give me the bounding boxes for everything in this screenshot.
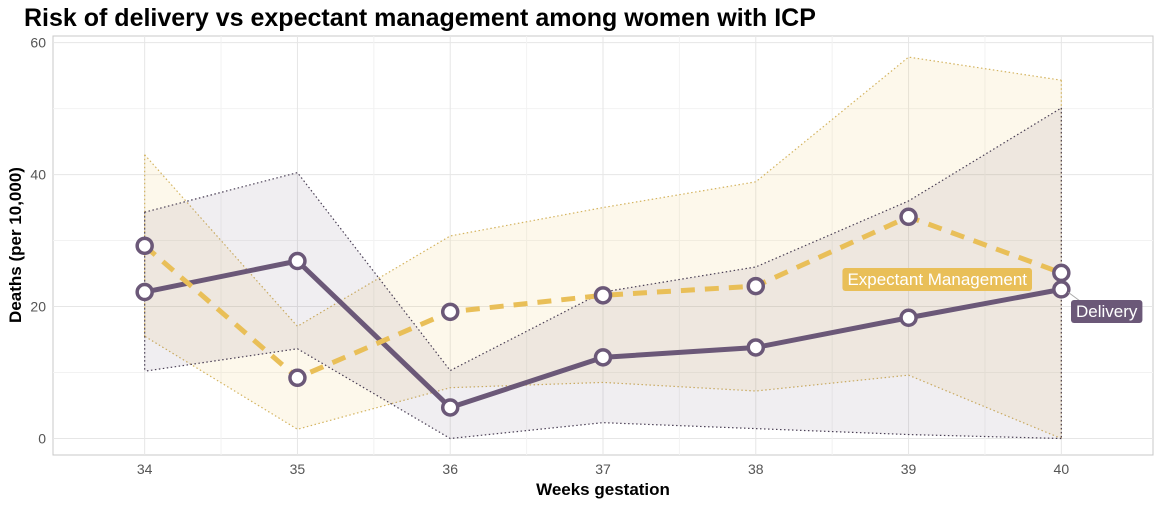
y-tick-label: 0 xyxy=(38,431,46,447)
y-tick-label: 20 xyxy=(30,299,46,315)
delivery-upper-bound xyxy=(144,107,1062,372)
delivery-point xyxy=(135,282,154,302)
expectant-management-point xyxy=(593,286,613,305)
expectant-management-point xyxy=(899,207,918,227)
delivery-point xyxy=(440,398,460,417)
expectant-management-label: Expectant Management xyxy=(842,268,1032,291)
delivery-point xyxy=(746,338,766,357)
series-labels: Expectant Management Delivery xyxy=(842,268,1143,323)
expectant-management-ci-band xyxy=(144,57,1062,439)
delivery-point xyxy=(899,308,918,328)
delivery-label-box xyxy=(1071,300,1143,323)
x-tick-label: 38 xyxy=(748,461,764,477)
delivery-point xyxy=(593,348,613,367)
chart-title: Risk of delivery vs expectant management… xyxy=(24,4,816,32)
x-tick-label: 36 xyxy=(442,461,458,477)
x-tick-label: 35 xyxy=(290,461,306,477)
delivery-label: Delivery xyxy=(1068,291,1143,323)
delivery-label-leader xyxy=(1068,291,1081,302)
tick-labels: 0 20 40 60 34 35 36 37 38 39 40 xyxy=(30,35,1069,477)
y-axis-title: Deaths (per 10,000) xyxy=(6,167,25,323)
x-tick-label: 34 xyxy=(137,461,153,477)
x-tick-label: 40 xyxy=(1054,461,1070,477)
delivery-ci-band xyxy=(144,107,1062,439)
delivery-lower-bound xyxy=(144,348,1062,440)
delivery-label-text: Delivery xyxy=(1076,302,1138,321)
delivery-point xyxy=(288,251,307,271)
delivery-point xyxy=(1052,280,1071,299)
y-tick-label: 40 xyxy=(30,167,46,183)
x-tick-label: 39 xyxy=(901,461,917,477)
expectant-management-point xyxy=(288,368,307,388)
expectant-management-point xyxy=(440,302,460,322)
expectant-management-lower-bound xyxy=(144,335,1062,440)
expectant-management-point xyxy=(135,236,154,256)
expectant-management-point xyxy=(1052,263,1071,283)
x-axis-title: Weeks gestation xyxy=(536,480,670,499)
expectant-management-label-box xyxy=(842,268,1032,291)
x-tick-label: 37 xyxy=(595,461,611,477)
expectant-management-label-text: Expectant Management xyxy=(847,270,1027,289)
confidence-bands xyxy=(144,56,1062,440)
data-points xyxy=(135,207,1071,417)
y-tick-label: 60 xyxy=(30,35,46,51)
expectant-management-point xyxy=(746,276,766,296)
